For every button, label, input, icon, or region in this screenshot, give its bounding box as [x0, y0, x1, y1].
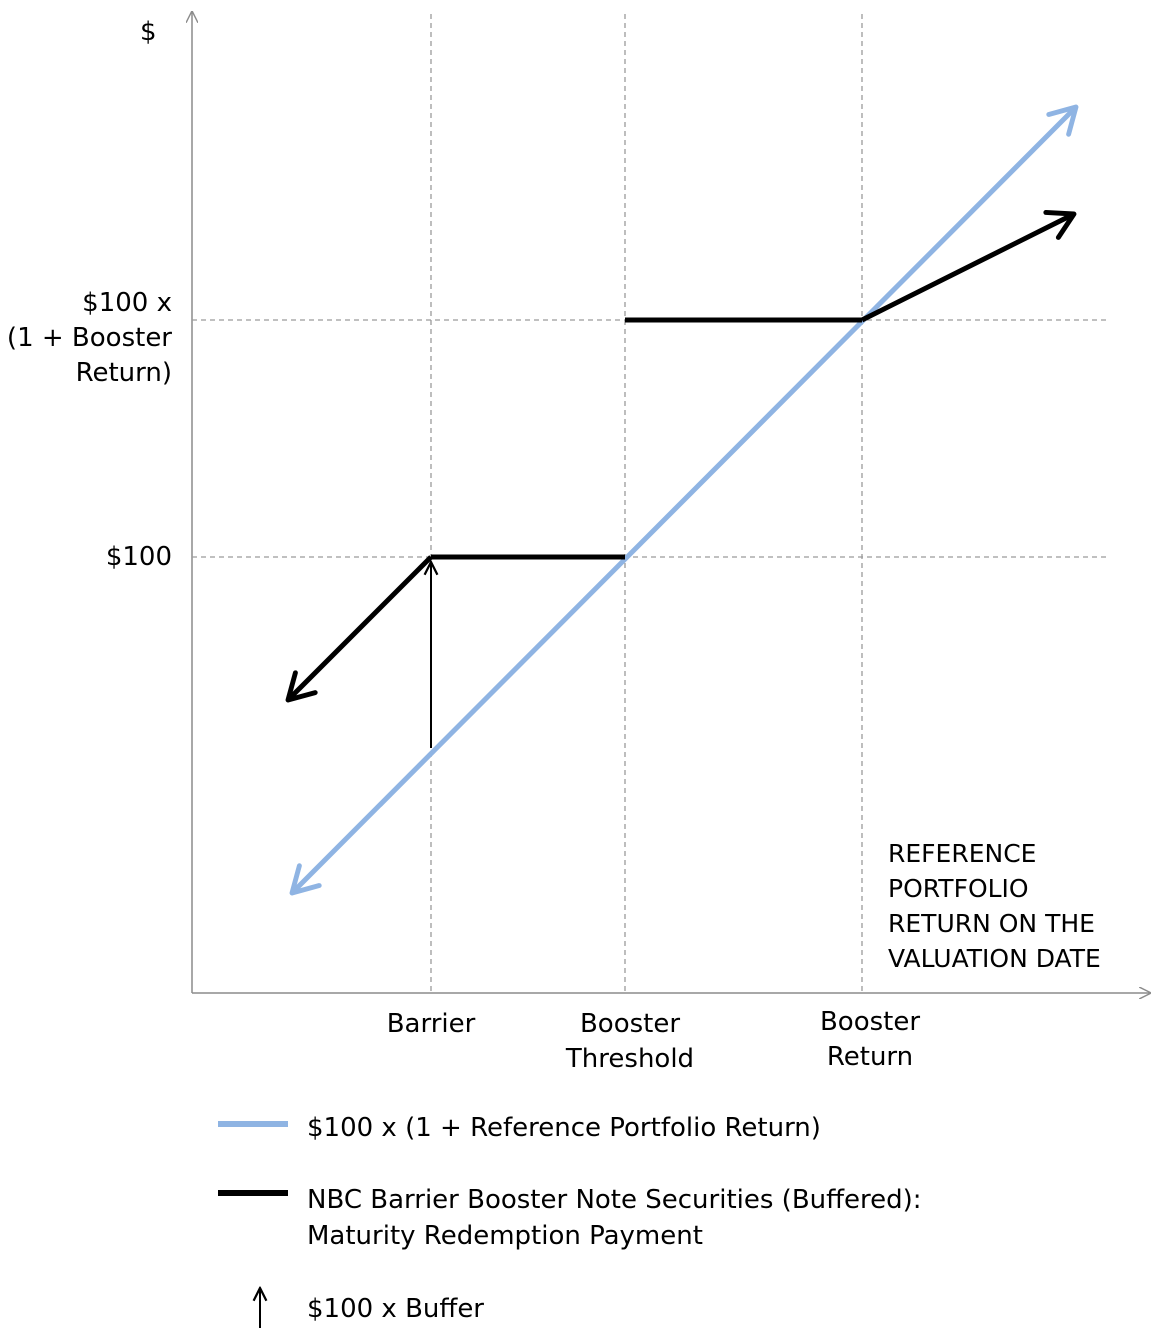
note-upside-segment — [860, 209, 1077, 323]
legend-label-buffer: $100 x Buffer — [307, 1294, 484, 1324]
x-tick-label-barrier: Barrier — [386, 1009, 476, 1039]
note-downside-segment — [285, 555, 433, 703]
legend-label-note: NBC Barrier Booster Note Securities (Buf… — [307, 1185, 922, 1251]
y-tick-label-par: $100 — [105, 542, 172, 572]
reference-line — [289, 104, 1079, 896]
x-tick-label-booster-threshold: Booster Threshold — [565, 1009, 695, 1074]
legend-label-reference: $100 x (1 + Reference Portfolio Return) — [307, 1113, 821, 1143]
y-axis-label: $ — [140, 17, 157, 47]
y-tick-label-booster: $100 x (1 + Booster Return) — [6, 288, 172, 388]
x-axis-label: REFERENCE PORTFOLIO RETURN ON THE VALUAT… — [888, 839, 1101, 973]
x-tick-label-booster-return: Booster Return — [819, 1007, 921, 1072]
